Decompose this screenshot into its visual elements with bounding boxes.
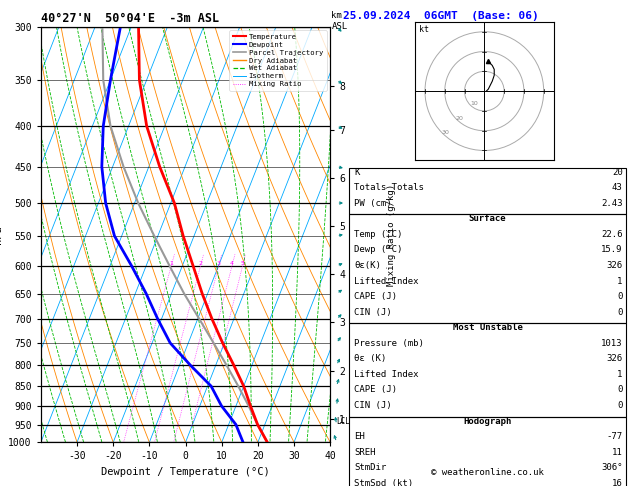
Text: 2.43: 2.43 [601, 199, 623, 208]
Text: 4: 4 [230, 261, 234, 266]
Text: km: km [331, 11, 342, 20]
Text: Hodograph: Hodograph [464, 417, 511, 426]
Text: Temp (°C): Temp (°C) [354, 230, 403, 239]
Text: 22.6: 22.6 [601, 230, 623, 239]
Text: kt: kt [419, 25, 429, 34]
Text: 16: 16 [612, 479, 623, 486]
Text: 1: 1 [617, 277, 623, 286]
Text: Dewp (°C): Dewp (°C) [354, 245, 403, 255]
Text: CIN (J): CIN (J) [354, 308, 392, 317]
Text: K: K [354, 168, 360, 177]
Text: 30: 30 [442, 130, 450, 135]
Text: 326: 326 [606, 261, 623, 270]
Text: 20: 20 [612, 168, 623, 177]
Text: 15.9: 15.9 [601, 245, 623, 255]
Text: 11: 11 [612, 448, 623, 457]
Text: 306°: 306° [601, 463, 623, 472]
Text: © weatheronline.co.uk: © weatheronline.co.uk [431, 468, 544, 477]
Text: 2: 2 [199, 261, 203, 266]
Text: 0: 0 [617, 308, 623, 317]
Text: 0: 0 [617, 292, 623, 301]
Text: Lifted Index: Lifted Index [354, 277, 419, 286]
Text: 0: 0 [617, 401, 623, 410]
Text: θε(K): θε(K) [354, 261, 381, 270]
Text: Lifted Index: Lifted Index [354, 370, 419, 379]
Text: 43: 43 [612, 183, 623, 192]
Text: 0: 0 [617, 385, 623, 395]
Text: ASL: ASL [331, 22, 348, 31]
Legend: Temperature, Dewpoint, Parcel Trajectory, Dry Adiabat, Wet Adiabat, Isotherm, Mi: Temperature, Dewpoint, Parcel Trajectory… [229, 30, 326, 91]
Text: 1: 1 [169, 261, 173, 266]
Text: CAPE (J): CAPE (J) [354, 385, 397, 395]
Text: 25.09.2024  06GMT  (Base: 06): 25.09.2024 06GMT (Base: 06) [343, 11, 538, 21]
Y-axis label: Mixing Ratio (g/kg): Mixing Ratio (g/kg) [387, 183, 396, 286]
Text: SREH: SREH [354, 448, 376, 457]
Text: θε (K): θε (K) [354, 354, 386, 364]
Text: 20: 20 [456, 116, 464, 121]
Text: Pressure (mb): Pressure (mb) [354, 339, 424, 348]
Text: 5: 5 [241, 261, 245, 266]
X-axis label: Dewpoint / Temperature (°C): Dewpoint / Temperature (°C) [101, 467, 270, 477]
Text: StmSpd (kt): StmSpd (kt) [354, 479, 413, 486]
Text: Surface: Surface [469, 214, 506, 224]
Text: 3: 3 [216, 261, 221, 266]
Text: 1013: 1013 [601, 339, 623, 348]
Text: CAPE (J): CAPE (J) [354, 292, 397, 301]
Text: -77: -77 [606, 432, 623, 441]
Y-axis label: hPa: hPa [0, 225, 3, 244]
Text: PW (cm): PW (cm) [354, 199, 392, 208]
Text: LCL: LCL [336, 417, 350, 426]
Text: 40°27'N  50°04'E  -3m ASL: 40°27'N 50°04'E -3m ASL [41, 12, 219, 25]
Text: Totals Totals: Totals Totals [354, 183, 424, 192]
Text: CIN (J): CIN (J) [354, 401, 392, 410]
Text: 10: 10 [470, 102, 478, 106]
Text: EH: EH [354, 432, 365, 441]
Text: Most Unstable: Most Unstable [452, 323, 523, 332]
Text: StmDir: StmDir [354, 463, 386, 472]
Text: 326: 326 [606, 354, 623, 364]
Text: 1: 1 [617, 370, 623, 379]
